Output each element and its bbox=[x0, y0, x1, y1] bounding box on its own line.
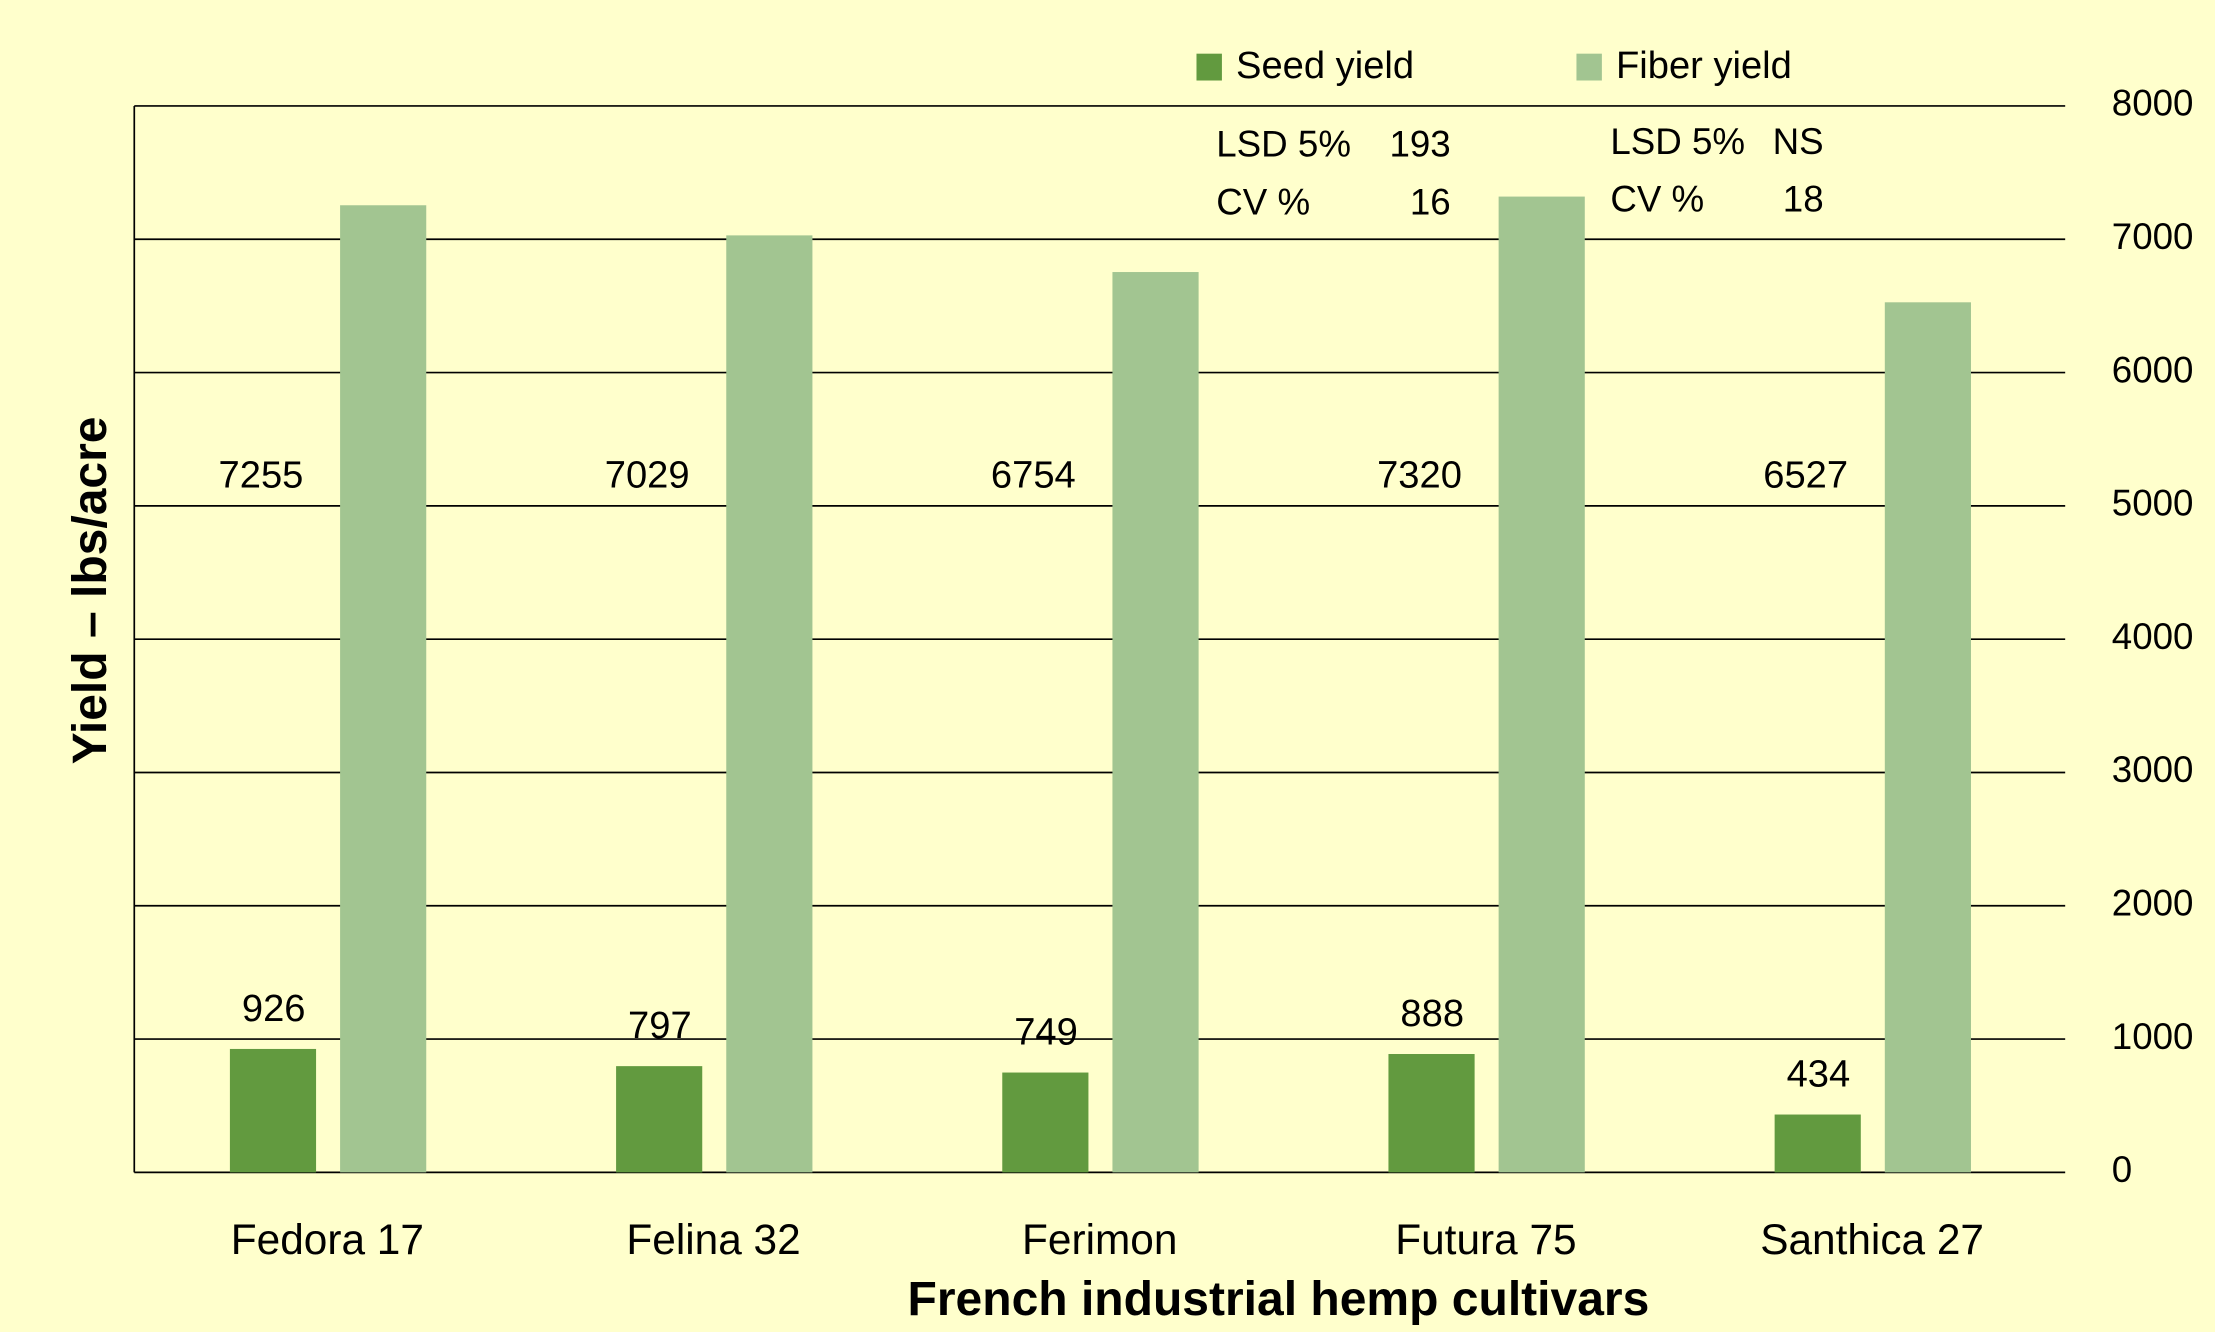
data-label: 6527 bbox=[1763, 454, 1848, 497]
y-tick-label: 3000 bbox=[2112, 749, 2194, 790]
bar bbox=[1388, 1054, 1475, 1173]
annotation-label: LSD 5% bbox=[1610, 121, 1745, 162]
annotation-value: 193 bbox=[1389, 124, 1450, 165]
legend-label: Fiber yield bbox=[1616, 44, 1792, 87]
bar bbox=[1002, 1072, 1089, 1173]
annotation-value: 18 bbox=[1783, 179, 1824, 220]
legend-label: Seed yield bbox=[1236, 44, 1414, 87]
x-tick-label: Futura 75 bbox=[1395, 1216, 1576, 1263]
x-axis-title: French industrial hemp cultivars bbox=[908, 1273, 1650, 1326]
annotation-label: CV % bbox=[1610, 179, 1704, 220]
y-tick-label: 0 bbox=[2112, 1149, 2132, 1190]
bar bbox=[340, 205, 427, 1173]
annotation-label: CV % bbox=[1216, 182, 1310, 223]
y-tick-label: 8000 bbox=[2112, 83, 2194, 124]
data-label: 7320 bbox=[1377, 454, 1462, 497]
legend-swatch bbox=[1196, 53, 1222, 81]
data-label: 888 bbox=[1400, 992, 1464, 1035]
bar bbox=[229, 1048, 317, 1173]
x-tick-label: Fedora 17 bbox=[231, 1216, 424, 1263]
data-label: 7029 bbox=[605, 454, 690, 497]
x-tick-label: Felina 32 bbox=[626, 1216, 800, 1263]
y-tick-label: 1000 bbox=[2112, 1016, 2194, 1057]
data-label: 6754 bbox=[991, 454, 1076, 497]
bar bbox=[1112, 272, 1199, 1173]
y-axis-title: Yield – lbs/acre bbox=[64, 417, 117, 765]
y-tick-label: 7000 bbox=[2112, 216, 2194, 257]
data-label: 7255 bbox=[219, 454, 304, 497]
annotation-value: 16 bbox=[1410, 182, 1451, 223]
data-label: 797 bbox=[628, 1004, 692, 1047]
x-tick-label: Santhica 27 bbox=[1760, 1216, 1984, 1263]
x-tick-label: Ferimon bbox=[1022, 1216, 1177, 1263]
data-label: 749 bbox=[1014, 1010, 1078, 1053]
y-tick-label: 2000 bbox=[2112, 882, 2194, 923]
bar bbox=[616, 1066, 703, 1173]
bar bbox=[726, 235, 813, 1173]
y-tick-label: 5000 bbox=[2112, 483, 2194, 524]
data-label: 926 bbox=[242, 987, 306, 1030]
bar bbox=[1884, 302, 1971, 1173]
annotation-value: NS bbox=[1773, 121, 1824, 162]
y-tick-label: 4000 bbox=[2112, 616, 2194, 657]
data-label: 434 bbox=[1787, 1052, 1851, 1095]
y-tick-label: 6000 bbox=[2112, 349, 2194, 390]
bar bbox=[1498, 196, 1585, 1173]
annotation-label: LSD 5% bbox=[1216, 124, 1351, 165]
bar bbox=[1774, 1114, 1861, 1173]
legend-swatch bbox=[1576, 53, 1602, 81]
